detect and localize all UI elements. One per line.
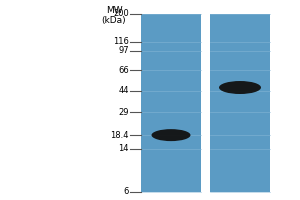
Bar	[210, 14, 270, 192]
Ellipse shape	[219, 81, 261, 94]
Text: 29: 29	[118, 108, 129, 117]
Text: 97: 97	[118, 46, 129, 55]
Text: 66: 66	[118, 66, 129, 75]
Bar	[201, 14, 210, 192]
Bar	[141, 14, 201, 192]
Text: 18.4: 18.4	[110, 131, 129, 140]
Text: 44: 44	[118, 86, 129, 95]
Text: 14: 14	[118, 144, 129, 153]
Text: 200: 200	[113, 9, 129, 19]
Text: 6: 6	[124, 188, 129, 196]
Text: 116: 116	[113, 37, 129, 46]
Text: MW
(kDa): MW (kDa)	[102, 6, 126, 25]
Ellipse shape	[152, 129, 190, 141]
